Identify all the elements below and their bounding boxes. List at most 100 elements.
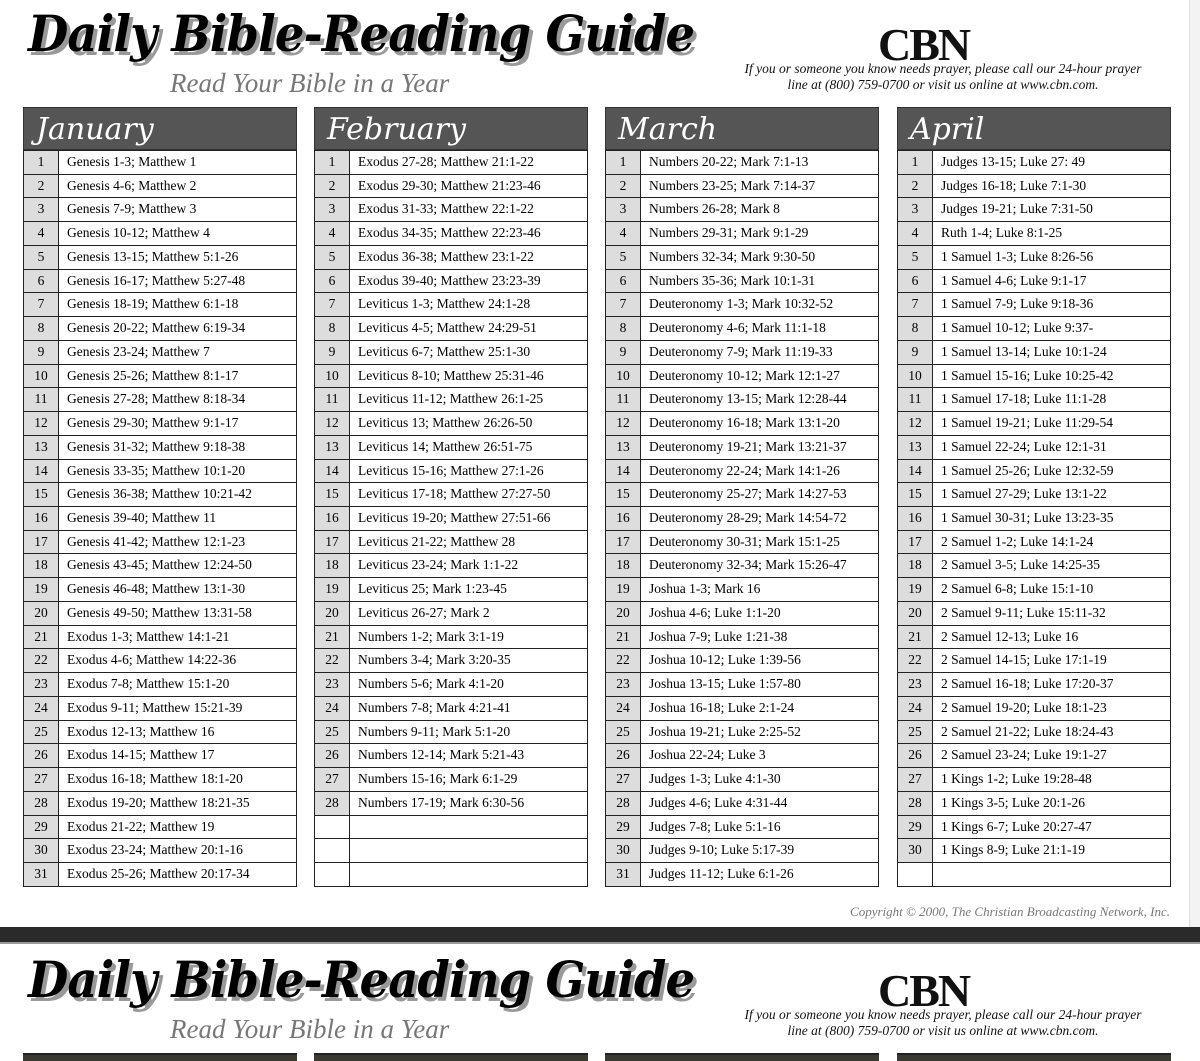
- table-row: 5 Genesis 13-15; Matthew 5:1-26: [24, 244, 296, 269]
- day-number: 12: [315, 412, 350, 435]
- table-row: 25 Joshua 19-21; Luke 2:25-52: [606, 719, 878, 744]
- page-subtitle: Read Your Bible in a Year: [170, 68, 450, 98]
- table-row: 16 Leviticus 19-20; Matthew 27:51-66: [315, 506, 587, 530]
- day-number: 1: [24, 151, 59, 174]
- day-number: 18: [315, 554, 350, 578]
- reading: Leviticus 25; Mark 1:23-45: [358, 581, 507, 597]
- table-row: 26 Joshua 22-24; Luke 3: [606, 743, 878, 768]
- table-row: 7 Leviticus 1-3; Matthew 24:1-28: [315, 292, 587, 317]
- reading-table: 1 Numbers 20-22; Mark 7:1-13 2 Numbers 23-2…: [605, 150, 879, 887]
- table-row: 16 1 Samuel 30-31; Luke 13:23-35: [898, 506, 1170, 530]
- table-row: 3 Judges 19-21; Luke 7:31-50: [898, 197, 1170, 222]
- reading: Deuteronomy 1-3; Mark 10:32-52: [649, 296, 834, 312]
- reading: Numbers 32-34; Mark 9:30-50: [649, 248, 816, 264]
- day-number: 1: [606, 151, 641, 174]
- table-row: 28 Exodus 19-20; Matthew 18:21-35: [24, 790, 296, 815]
- reading: 2 Samuel 16-18; Luke 17:20-37: [941, 676, 1114, 692]
- next-month-stub: [897, 1053, 1171, 1061]
- reading: Genesis 33-35; Matthew 10:1-20: [67, 462, 246, 478]
- day-number: 15: [898, 483, 933, 507]
- table-row: 20 Genesis 49-50; Matthew 13:31-58: [24, 600, 296, 625]
- table-row: 20 2 Samuel 9-11; Luke 15:11-32: [898, 600, 1170, 625]
- reading: Numbers 35-36; Mark 10:1-31: [649, 272, 816, 288]
- table-row: 27 Judges 1-3; Luke 4:1-30: [606, 767, 878, 791]
- day-number: 6: [898, 269, 933, 293]
- reading: 2 Samuel 9-11; Luke 15:11-32: [941, 604, 1106, 620]
- reading: Leviticus 23-24; Mark 1:1-22: [358, 557, 519, 573]
- prayer-line-text: If you or someone you know needs prayer,…: [744, 1007, 1142, 1038]
- reading: 2 Samuel 23-24; Luke 19:1-27: [941, 747, 1107, 763]
- reading: 1 Samuel 15-16; Luke 10:25-42: [941, 367, 1114, 383]
- reading: Exodus 27-28; Matthew 21:1-22: [358, 154, 534, 169]
- reading: 1 Samuel 4-6; Luke 9:1-17: [941, 272, 1087, 288]
- table-row: 10 1 Samuel 15-16; Luke 10:25-42: [898, 363, 1170, 388]
- reading: Exodus 16-18; Matthew 18:1-20: [67, 771, 243, 787]
- reading: Exodus 12-13; Matthew 16: [67, 723, 215, 739]
- day-number: 8: [24, 317, 59, 340]
- day-number: 8: [898, 317, 933, 340]
- day-number: 28: [606, 791, 641, 815]
- table-row: 12 Genesis 29-30; Matthew 9:1-17: [24, 411, 296, 435]
- day-number: 8: [315, 317, 350, 340]
- prayer-line-text: If you or someone you know needs prayer,…: [744, 61, 1142, 92]
- reading: Judges 4-6; Luke 4:31-44: [649, 794, 788, 810]
- reading: Genesis 25-26; Matthew 8:1-17: [67, 367, 239, 383]
- next-month-stub: [605, 1053, 879, 1061]
- cbn-logo: CBN: [878, 19, 971, 70]
- table-row: 29 Judges 7-8; Luke 5:1-16: [606, 814, 878, 839]
- reading: Numbers 23-25; Mark 7:14-37: [649, 177, 816, 193]
- reading: 2 Samuel 19-20; Luke 18:1-23: [941, 699, 1107, 715]
- reading: Joshua 19-21; Luke 2:25-52: [649, 723, 801, 739]
- day-number: 11: [898, 388, 933, 412]
- day-number: 25: [24, 720, 59, 744]
- table-row: 1 Numbers 20-22; Mark 7:1-13: [606, 150, 878, 174]
- day-number: 6: [606, 269, 641, 293]
- day-number: 21: [606, 625, 641, 649]
- day-number: 16: [606, 507, 641, 530]
- table-row: 10 Deuteronomy 10-12; Mark 12:1-27: [606, 363, 878, 388]
- page-title: Daily Bible-Reading Guide: [28, 950, 695, 1009]
- day-number: 19: [24, 578, 59, 601]
- day-number: 10: [898, 364, 933, 388]
- day-number: 11: [24, 388, 59, 412]
- day-number: 17: [315, 530, 350, 554]
- table-row: 21 2 Samuel 12-13; Luke 16: [898, 624, 1170, 649]
- table-row: 12 1 Samuel 19-21; Luke 11:29-54: [898, 411, 1170, 435]
- reading: 1 Samuel 27-29; Luke 13:1-22: [941, 486, 1107, 502]
- table-row: 23 Numbers 5-6; Mark 4:1-20: [315, 672, 587, 696]
- month-january: January 1 Genesis 1-3; Matthew 1 2 Genesis 4…: [23, 107, 297, 887]
- table-row: 13 Deuteronomy 19-21; Mark 13:21-37: [606, 434, 878, 459]
- table-row: 7 Deuteronomy 1-3; Mark 10:32-52: [606, 292, 878, 317]
- reading: Deuteronomy 19-21; Mark 13:21-37: [649, 438, 847, 454]
- table-row: 14 Deuteronomy 22-24; Mark 14:1-26: [606, 458, 878, 483]
- reading: Deuteronomy 10-12; Mark 12:1-27: [649, 367, 840, 383]
- reading: [350, 816, 358, 839]
- reading: Judges 13-15; Luke 27: 49: [941, 154, 1085, 169]
- day-number: 15: [606, 483, 641, 507]
- reading: Exodus 19-20; Matthew 18:21-35: [67, 794, 250, 810]
- table-row: 20 Leviticus 26-27; Mark 2: [315, 600, 587, 625]
- table-row: 11 1 Samuel 17-18; Luke 11:1-28: [898, 387, 1170, 412]
- day-number: 12: [898, 412, 933, 435]
- table-row: 18 Genesis 43-45; Matthew 12:24-50: [24, 553, 296, 578]
- reading: Numbers 29-31; Mark 9:1-29: [649, 225, 809, 241]
- reading: 2 Samuel 3-5; Luke 14:25-35: [941, 557, 1100, 573]
- day-number: 18: [24, 554, 59, 578]
- table-row: 21 Joshua 7-9; Luke 1:21-38: [606, 624, 878, 649]
- table-row: 5 Numbers 32-34; Mark 9:30-50: [606, 244, 878, 269]
- table-row: 8 1 Samuel 10-12; Luke 9:37-: [898, 316, 1170, 340]
- table-row: 24 Numbers 7-8; Mark 4:21-41: [315, 695, 587, 720]
- reading: Joshua 7-9; Luke 1:21-38: [649, 628, 788, 644]
- day-number: 24: [315, 696, 350, 720]
- table-row: 21 Numbers 1-2; Mark 3:1-19: [315, 624, 587, 649]
- table-row: 3 Genesis 7-9; Matthew 3: [24, 197, 296, 222]
- day-number: 5: [606, 245, 641, 269]
- month-title: March: [605, 107, 879, 150]
- day-number: 10: [606, 364, 641, 388]
- day-number: 12: [606, 412, 641, 435]
- table-row: 25 Numbers 9-11; Mark 5:1-20: [315, 719, 587, 744]
- table-row: 31 Judges 11-12; Luke 6:1-26: [606, 862, 878, 886]
- day-number: 21: [315, 625, 350, 649]
- day-number: 19: [898, 578, 933, 601]
- table-row: 22 Joshua 10-12; Luke 1:39-56: [606, 648, 878, 673]
